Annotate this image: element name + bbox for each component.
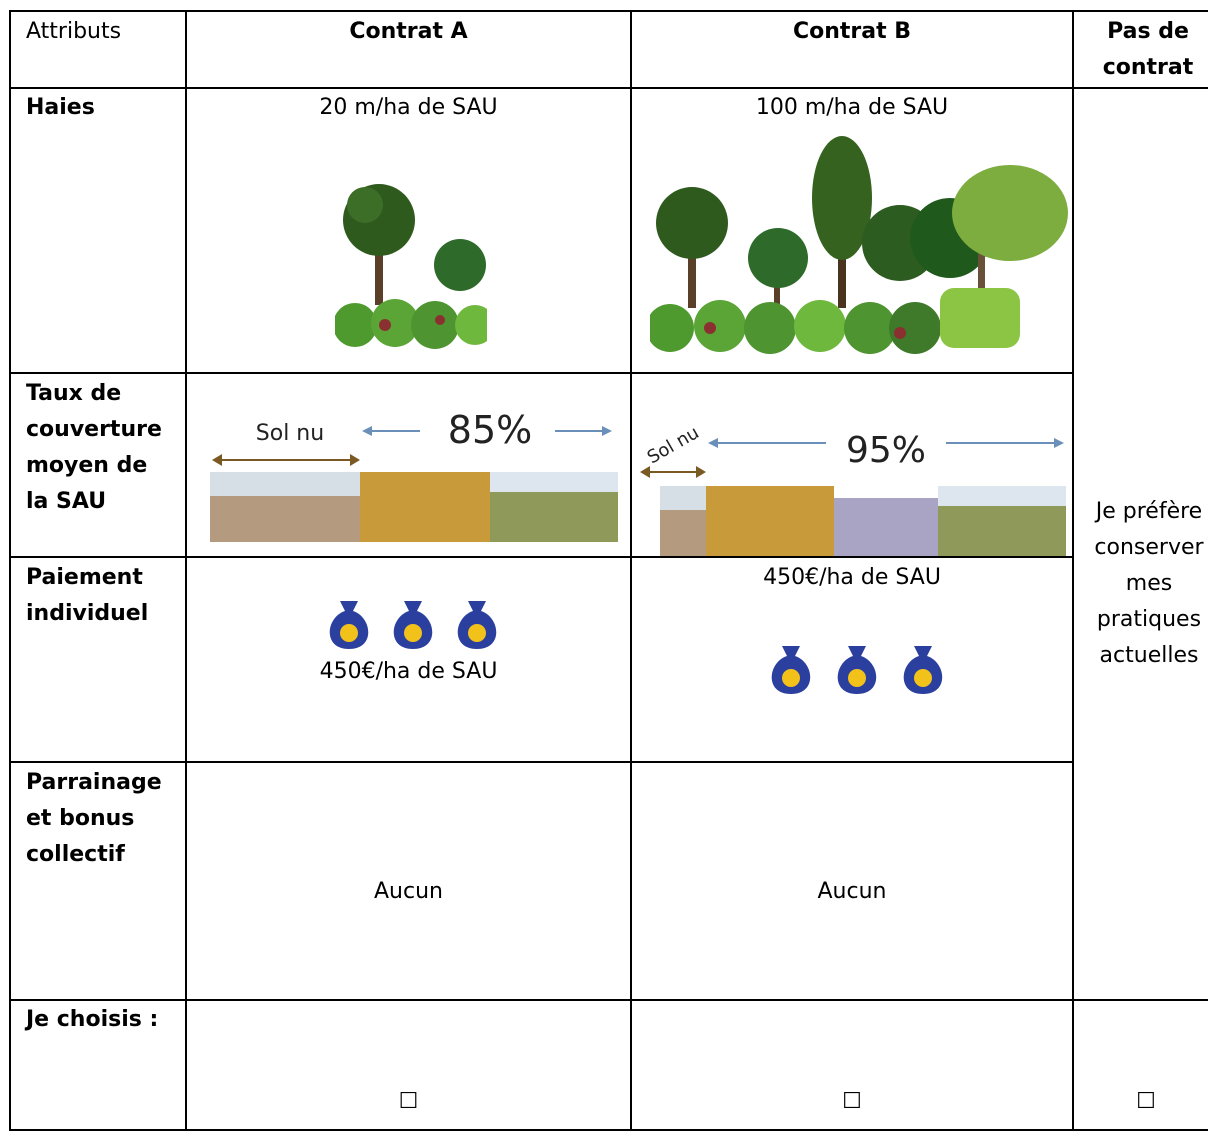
illustration-label: 85% [448, 408, 532, 452]
row-label: Parrainage et bonus collectif [26, 770, 162, 867]
cell-text: 100 m/ha de SAU [755, 95, 949, 120]
rule [9, 10, 11, 1131]
rule [10, 372, 1073, 374]
rule [1072, 10, 1074, 1131]
coverage-illustration: Sol nu 95% [640, 422, 1066, 556]
header-cell: Contrat B [792, 19, 912, 44]
row-label: Haies [26, 95, 95, 120]
rule [10, 87, 1208, 89]
illustration-label: Sol nu [644, 422, 703, 468]
header-cell: Contrat A [349, 19, 468, 44]
cell-text: Aucun [374, 879, 443, 904]
row-label: Je choisis : [26, 1007, 159, 1032]
rule [185, 10, 187, 1131]
rule [10, 10, 1208, 12]
rule [630, 10, 632, 1131]
row-label: Taux de couverture moyen de la SAU [26, 381, 162, 514]
header-cell: Pas de contrat [1102, 19, 1194, 80]
illustration-label: 95% [846, 430, 926, 471]
checkbox[interactable]: ☐ [1136, 1089, 1156, 1114]
rule [10, 556, 1073, 558]
rule [10, 999, 1208, 1001]
illustration-label: Sol nu [256, 421, 324, 446]
cell-text: 450€/ha de SAU [319, 659, 498, 684]
row-label: Paiement individuel [26, 565, 149, 626]
hedge-illustration [650, 136, 1068, 354]
rule [10, 1129, 1208, 1131]
header-cell: Attributs [26, 19, 122, 44]
money-icons [771, 646, 943, 694]
money-icons [329, 601, 497, 649]
cell-text: 20 m/ha de SAU [319, 95, 498, 120]
checkbox[interactable]: ☐ [398, 1089, 419, 1114]
checkbox[interactable]: ☐ [842, 1089, 862, 1114]
cell-text: Aucun [817, 879, 887, 904]
rule [10, 761, 1073, 763]
cell-text: Je préfère conserver mes pratiques actue… [1094, 499, 1204, 668]
coverage-illustration: Sol nu 85% [210, 408, 618, 542]
hedge-illustration [335, 184, 487, 349]
cell-text: 450€/ha de SAU [763, 565, 941, 590]
